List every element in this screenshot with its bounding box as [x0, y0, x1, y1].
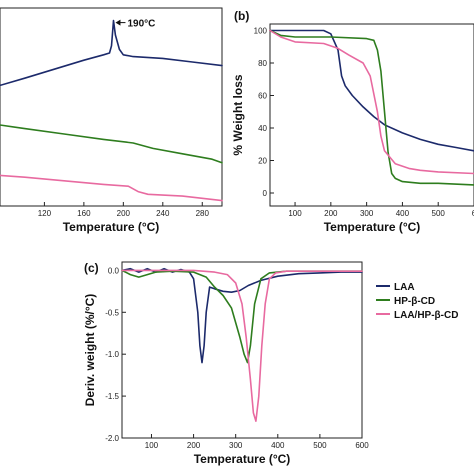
y-tick-label: -0.5 — [105, 308, 119, 317]
panel-c: 100 200 300 400 500 600 0.0 -0.5 -1.0 -1.5 -2.0 Tem… — [83, 261, 458, 466]
annotation-label: 190°C — [127, 19, 155, 30]
panel-label: (b) — [234, 9, 249, 23]
annotation-arrowhead — [115, 19, 121, 26]
x-tick-label: 400 — [271, 441, 285, 450]
x-tick-label: 240 — [156, 209, 170, 218]
legend-label: HP-β-CD — [394, 296, 435, 307]
plot-frame — [121, 261, 363, 439]
x-axis-title: Temperature (°C) — [324, 220, 421, 234]
series-line-2 — [0, 124, 223, 164]
panel-a: 120 160 200 240 280 Temperature (°C) 190°C — [0, 7, 223, 234]
x-tick-label: 280 — [196, 209, 210, 218]
x-tick-label: 200 — [324, 209, 338, 218]
legend-label: LAA — [394, 282, 415, 293]
y-tick-label: 40 — [258, 124, 267, 133]
panel-label: (c) — [84, 261, 99, 275]
x-tick-label: 120 — [38, 209, 52, 218]
x-tick-label: 200 — [117, 209, 131, 218]
legend: LAA HP-β-CD LAA/HP-β-CD — [376, 282, 458, 321]
series-line-3 — [121, 269, 363, 422]
x-tick-label: 600 — [355, 441, 369, 450]
y-axis-title: Deriv. weight (%/°C) — [83, 294, 97, 407]
y-tick-label: -1.0 — [105, 350, 119, 359]
series-line-3 — [0, 174, 223, 202]
y-tick-label: 0 — [263, 189, 268, 198]
y-tick-label: 80 — [258, 59, 267, 68]
x-tick-label: 200 — [187, 441, 201, 450]
y-tick-label: 100 — [254, 27, 268, 36]
x-axis-title: Temperature (°C) — [63, 220, 160, 234]
x-axis-title: Temperature (°C) — [194, 452, 291, 466]
y-tick-label: -2.0 — [105, 434, 119, 443]
y-axis-title: % Weight loss — [231, 74, 245, 155]
plot-frame — [0, 7, 223, 207]
y-tick-label: 0.0 — [108, 266, 120, 275]
legend-label: LAA/HP-β-CD — [394, 310, 458, 321]
x-tick-label: 300 — [360, 209, 374, 218]
x-tick-label: 6 — [472, 209, 474, 218]
x-tick-label: 400 — [396, 209, 410, 218]
x-tick-label: 300 — [229, 441, 243, 450]
x-tick-label: 100 — [288, 209, 302, 218]
x-tick-label: 100 — [145, 441, 159, 450]
series-line-2 — [269, 29, 474, 186]
series-line-2 — [121, 269, 363, 364]
x-tick-label: 160 — [77, 209, 91, 218]
y-tick-label: 20 — [258, 157, 267, 166]
series-line-3 — [269, 29, 474, 175]
plot-frame — [269, 23, 474, 207]
series-line-1 — [0, 19, 223, 87]
x-tick-label: 500 — [432, 209, 446, 218]
panel-b: 1002003004005006020406080100Temperature … — [231, 9, 474, 234]
series-line-1 — [269, 29, 474, 152]
x-tick-label: 500 — [313, 441, 327, 450]
y-tick-label: -1.5 — [105, 392, 119, 401]
y-tick-label: 60 — [258, 92, 267, 101]
